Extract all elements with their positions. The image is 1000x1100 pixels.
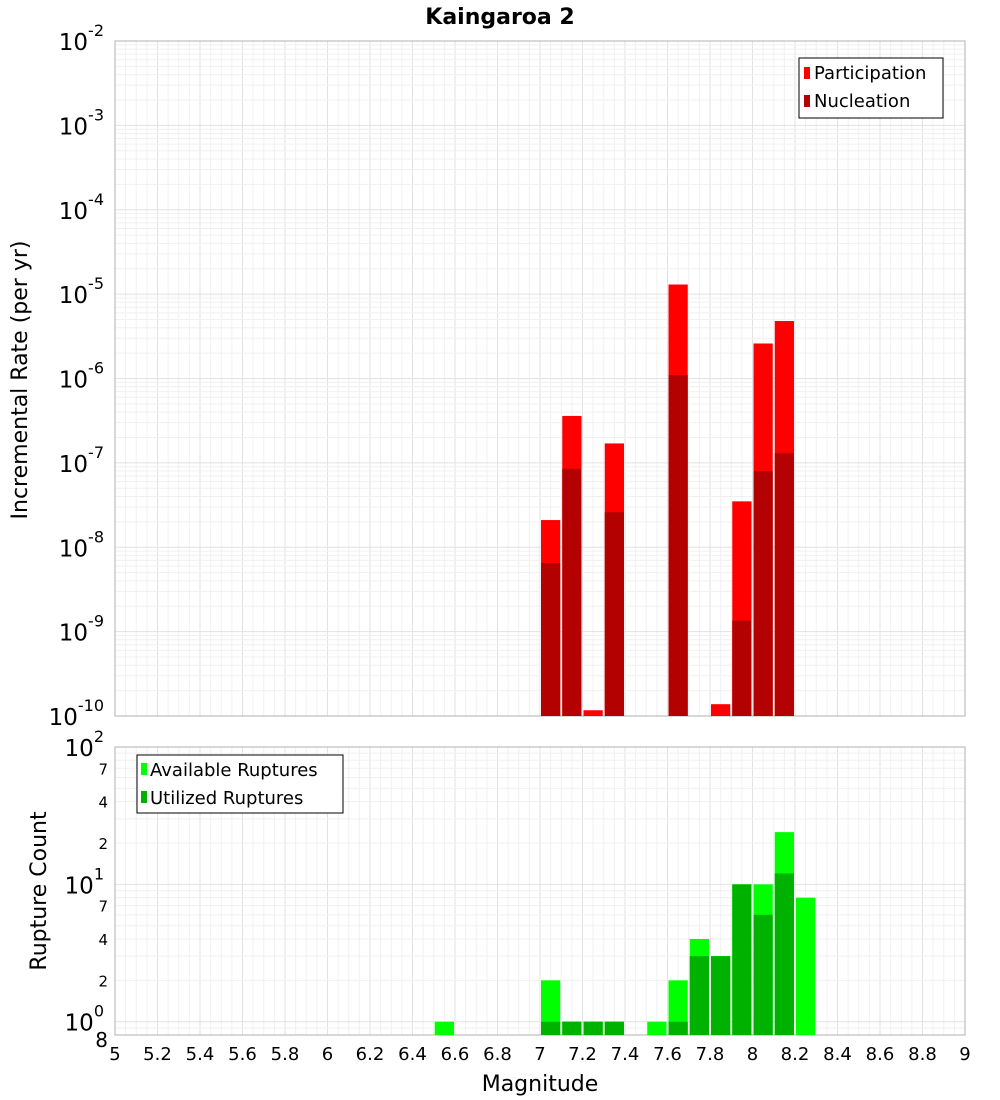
rate-plot-grid	[114, 41, 966, 717]
x-axis-label: Magnitude	[482, 1072, 599, 1097]
x-tick-label: 7	[534, 1044, 545, 1065]
nucleation-bar	[541, 563, 561, 716]
utilized-ruptures-legend-swatch	[141, 791, 147, 803]
utilized-ruptures-bar	[668, 1021, 688, 1035]
utilized-ruptures-bar	[689, 956, 709, 1035]
y-tick-label: 10-10	[49, 696, 104, 731]
count-plot: 100 101 102 8 2 4 7 2 4 7 5 5.2 5.4 5.6 5.8 6 6.2 6.4 6.6…	[27, 727, 971, 1097]
utilized-ruptures-bar	[774, 873, 794, 1035]
y-tick-label: 10-4	[59, 190, 104, 225]
x-tick-label: 8	[747, 1044, 758, 1065]
rate-plot: 10-10 10-9 10-8 10-7 10-6 10-5 10-4 10-3 10-2 In…	[8, 21, 966, 731]
rate-legend-box	[798, 57, 944, 119]
nucleation-bar	[604, 512, 624, 716]
available-ruptures-bar	[796, 897, 816, 1035]
available-ruptures-legend-label: Available Ruptures	[150, 760, 318, 781]
y-minor-tick-label: 8	[95, 1028, 108, 1052]
y-minor-tick-label: 7	[98, 898, 108, 916]
y-minor-tick-label: 4	[98, 931, 108, 949]
participation-bar	[711, 704, 731, 716]
y-tick-label: 10-6	[59, 359, 104, 394]
nucleation-bar	[562, 468, 582, 716]
available-ruptures-legend-swatch	[141, 763, 147, 775]
y-tick-label: 102	[65, 727, 104, 762]
available-ruptures-bar	[668, 980, 688, 1035]
x-tick-label: 5.4	[186, 1044, 215, 1065]
count-plot-y-axis-label: Rupture Count	[27, 811, 52, 971]
nucleation-bar	[774, 453, 794, 716]
x-tick-label: 6.4	[398, 1044, 427, 1065]
count-plot-y-tick-labels: 100 101 102 8 2 4 7 2 4 7	[65, 727, 108, 1052]
y-minor-tick-label: 7	[98, 760, 108, 778]
available-ruptures-bar	[434, 1021, 454, 1035]
x-tick-label: 9	[959, 1044, 970, 1065]
rate-plot-y-axis-label: Incremental Rate (per yr)	[8, 241, 33, 520]
x-tick-label: 5.6	[228, 1044, 257, 1065]
participation-legend-swatch	[804, 67, 810, 79]
utilized-ruptures-bar	[732, 884, 752, 1035]
count-plot-frame	[114, 746, 966, 1036]
nucleation-bar	[668, 375, 688, 716]
y-tick-label: 100	[65, 1002, 104, 1037]
available-ruptures-bar	[647, 1021, 667, 1035]
x-tick-label: 7.8	[696, 1044, 725, 1065]
y-tick-label: 10-7	[59, 443, 104, 478]
available-ruptures-bar	[541, 980, 561, 1035]
x-tick-label: 6.8	[483, 1044, 512, 1065]
rate-plot-frame	[114, 40, 966, 717]
utilized-ruptures-legend-label: Utilized Ruptures	[150, 788, 303, 809]
y-minor-tick-label: 4	[98, 794, 108, 812]
nucleation-legend-swatch	[804, 95, 810, 107]
count-plot-bars	[434, 832, 816, 1035]
participation-legend-label: Participation	[814, 63, 926, 84]
x-tick-label: 8.6	[866, 1044, 895, 1065]
chart-title: Kaingaroa 2	[425, 5, 574, 30]
nucleation-legend-label: Nucleation	[814, 91, 910, 112]
x-tick-label: 7.2	[568, 1044, 597, 1065]
x-tick-label: 6.6	[441, 1044, 470, 1065]
y-tick-label: 10-3	[59, 105, 104, 140]
count-plot-x-tick-labels: 5 5.2 5.4 5.6 5.8 6 6.2 6.4 6.6 6.8 7 7.2 7.4 7.6 7.8 8…	[109, 1044, 970, 1065]
y-tick-label: 10-2	[59, 21, 104, 56]
x-tick-label: 6	[322, 1044, 333, 1065]
y-minor-tick-label: 2	[98, 835, 108, 853]
x-tick-label: 8.8	[908, 1044, 937, 1065]
utilized-ruptures-bar	[711, 956, 731, 1035]
rate-plot-legend: Participation Nucleation	[798, 57, 944, 119]
nucleation-bar	[732, 620, 752, 716]
y-tick-label: 10-9	[59, 612, 104, 647]
x-tick-label: 7.4	[611, 1044, 640, 1065]
utilized-ruptures-bar	[753, 914, 773, 1035]
x-tick-label: 7.6	[653, 1044, 682, 1065]
utilized-ruptures-bar	[583, 1021, 603, 1035]
utilized-ruptures-bar	[562, 1021, 582, 1035]
rate-plot-y-tick-labels: 10-10 10-9 10-8 10-7 10-6 10-5 10-4 10-3 10-2	[49, 21, 104, 731]
count-plot-legend: Available Ruptures Utilized Ruptures	[136, 754, 344, 814]
count-legend-box	[136, 754, 344, 814]
participation-bar	[583, 710, 603, 716]
y-tick-label: 10-5	[59, 274, 104, 309]
x-tick-label: 5.8	[271, 1044, 300, 1065]
utilized-ruptures-bar	[604, 1021, 624, 1035]
nucleation-bar	[753, 471, 773, 716]
x-tick-label: 5	[109, 1044, 120, 1065]
rate-plot-bars	[541, 284, 794, 716]
y-tick-label: 101	[65, 864, 104, 899]
x-tick-label: 5.2	[143, 1044, 172, 1065]
utilized-ruptures-bar	[541, 1021, 561, 1035]
x-tick-label: 8.4	[823, 1044, 852, 1065]
y-minor-tick-label: 2	[98, 972, 108, 990]
x-tick-label: 6.2	[356, 1044, 385, 1065]
x-tick-label: 8.2	[781, 1044, 810, 1065]
y-tick-label: 10-8	[59, 527, 104, 562]
